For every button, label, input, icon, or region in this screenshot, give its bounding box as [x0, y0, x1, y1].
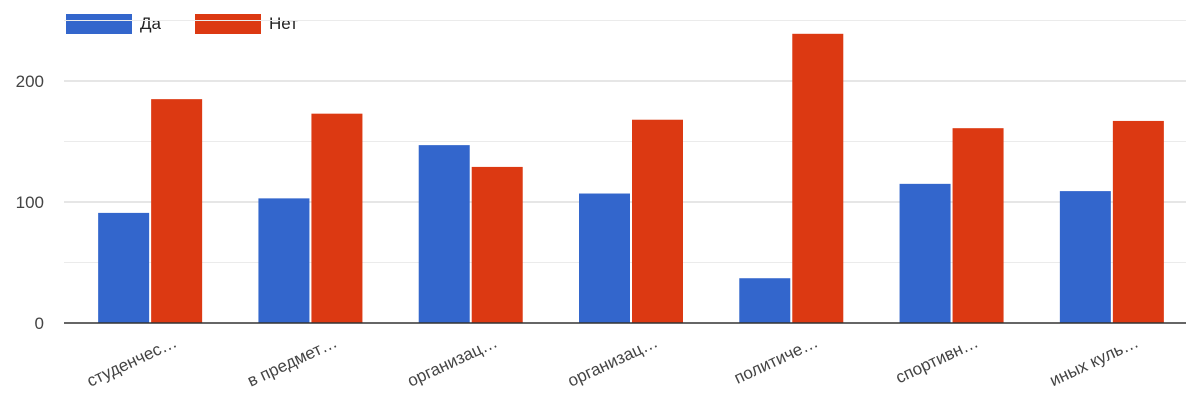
x-tick-label: организац…: [404, 332, 500, 390]
legend-label-net: Нет: [268, 14, 298, 33]
bar-net: [311, 113, 363, 323]
bar-da: [258, 198, 310, 323]
x-tick-label: студенчес…: [84, 332, 180, 390]
x-tick-label: политиче…: [731, 332, 821, 387]
y-tick-label: 200: [16, 72, 44, 91]
bar-da: [98, 212, 150, 323]
legend-item-net[interactable]: Нет: [194, 14, 298, 34]
legend-label-da: Да: [140, 14, 161, 33]
bars: [98, 33, 1164, 324]
x-tick-label: иных куль…: [1047, 332, 1142, 390]
bar-da: [899, 183, 951, 323]
x-tick-label: организац…: [565, 332, 661, 390]
bar-net: [632, 119, 683, 323]
bar-net: [471, 166, 523, 323]
bar-da: [739, 278, 791, 323]
bar-net: [1112, 120, 1164, 324]
bar-net: [952, 128, 1004, 323]
x-tick-label: в предмет…: [244, 332, 340, 390]
bar-da: [579, 193, 630, 323]
bar-da: [418, 145, 470, 323]
bar-net: [151, 99, 203, 324]
legend-swatch-net: [194, 14, 261, 34]
legend-swatch-da: [66, 14, 132, 34]
bar-da: [1059, 191, 1111, 323]
x-tick-label: спортивн…: [893, 332, 982, 387]
bar-net: [792, 33, 844, 324]
y-tick-label: 0: [35, 314, 44, 333]
legend: Да Нет: [66, 14, 332, 34]
y-tick-label: 100: [16, 193, 44, 212]
legend-item-da[interactable]: Да: [66, 14, 161, 34]
